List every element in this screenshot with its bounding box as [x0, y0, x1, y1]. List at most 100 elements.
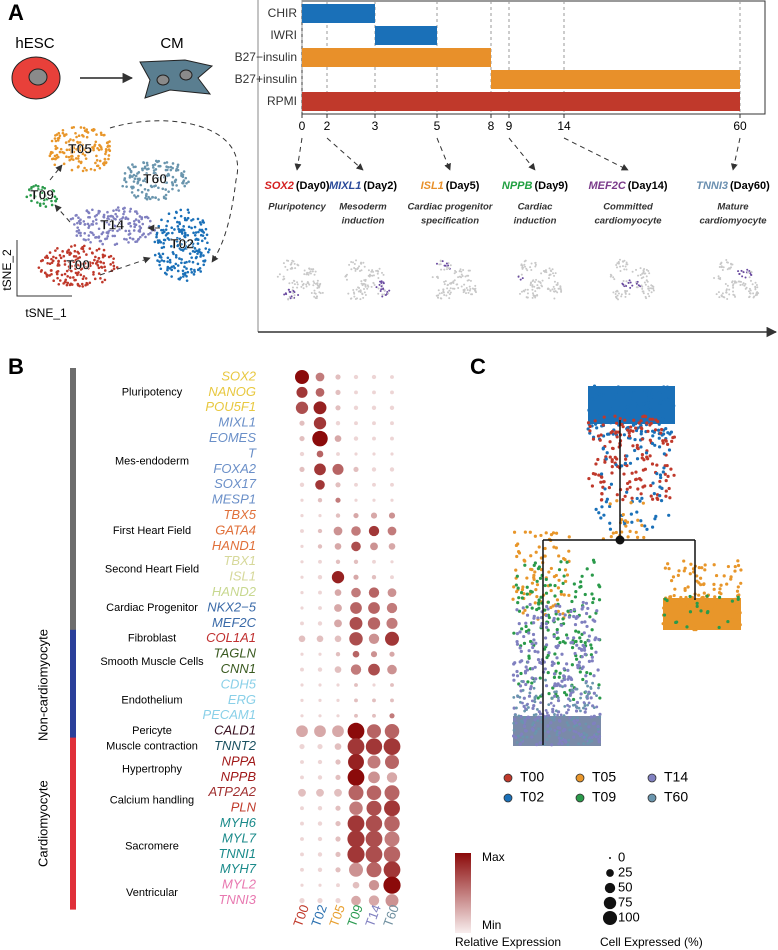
cell-point	[113, 265, 116, 268]
thumbnail-point	[436, 295, 438, 297]
expression-dot	[317, 744, 322, 749]
thumbnail-point	[320, 292, 322, 294]
thumbnail-point	[755, 282, 757, 284]
cell-point	[659, 401, 662, 404]
expression-dot	[369, 634, 379, 644]
cell-point	[161, 259, 164, 262]
cell-point	[125, 181, 128, 184]
cell-point	[178, 257, 181, 260]
cell-point	[534, 561, 537, 564]
cell-point	[534, 677, 537, 680]
cell-point	[547, 570, 550, 573]
cell-point	[518, 551, 521, 554]
cell-point	[694, 623, 697, 626]
cell-point	[589, 643, 592, 646]
cell-point	[553, 575, 556, 578]
thumbnail-point	[361, 269, 363, 271]
gene-label: SOX17	[214, 476, 257, 491]
thumbnail-point	[525, 289, 527, 291]
cell-point	[658, 391, 661, 394]
cell-point	[558, 605, 561, 608]
thumbnail-point	[344, 276, 346, 278]
thumbnail-point	[297, 264, 299, 266]
cell-point	[665, 420, 668, 423]
thumbnail-point	[369, 274, 371, 276]
stage-gene: MIXL1	[329, 180, 361, 192]
cell-point	[650, 410, 653, 413]
cell-point	[677, 569, 680, 572]
expression-dot	[350, 617, 363, 630]
cell-point	[189, 252, 192, 255]
cell-point	[626, 405, 629, 408]
expression-dot	[316, 373, 325, 382]
cell-point	[739, 582, 742, 585]
thumbnail-point	[630, 281, 632, 283]
cell-point	[190, 271, 193, 274]
stage-arrow	[327, 138, 363, 170]
cell-point	[147, 189, 150, 192]
cell-point	[524, 707, 527, 710]
cell-point	[547, 601, 550, 604]
cell-point	[584, 653, 587, 656]
expression-dot	[318, 760, 322, 764]
legend-title: Relative Expression	[455, 935, 561, 949]
thumbnail-point	[448, 267, 450, 269]
thumbnail-point	[365, 294, 367, 296]
thumbnail-point	[352, 289, 354, 291]
thumbnail-point	[739, 273, 741, 275]
cell-point	[557, 637, 560, 640]
cell-point	[548, 735, 551, 738]
cell-point	[55, 140, 58, 143]
cell-point	[182, 269, 185, 272]
thumbnail-point	[361, 293, 363, 295]
expression-dot	[300, 837, 304, 841]
cell-point	[551, 697, 554, 700]
cell-point	[654, 515, 657, 518]
cell-point	[535, 608, 538, 611]
cell-point	[526, 668, 529, 671]
cell-point	[515, 583, 518, 586]
thumbnail-point	[352, 261, 354, 263]
cell-point	[553, 672, 556, 675]
thumbnail-point	[364, 291, 366, 293]
cell-point	[107, 144, 110, 147]
expression-dot	[347, 830, 364, 847]
thumbnail-point	[463, 291, 465, 293]
legend-label: T09	[592, 789, 616, 805]
cluster-label: T05	[68, 141, 92, 157]
cell-point	[202, 254, 205, 257]
cell-point	[597, 683, 600, 686]
cell-point	[532, 704, 535, 707]
cell-point	[602, 423, 605, 426]
thumbnail-point	[472, 287, 474, 289]
cell-point	[726, 620, 729, 623]
cell-point	[649, 454, 652, 457]
expression-dot	[318, 806, 322, 810]
cell-point	[125, 238, 128, 241]
cell-point	[609, 407, 612, 410]
cell-point	[532, 638, 535, 641]
cell-point	[638, 499, 641, 502]
cell-point	[715, 574, 718, 577]
expression-dot	[299, 744, 304, 749]
cell-point	[658, 406, 661, 409]
thumbnail-point	[553, 275, 555, 277]
cell-point	[165, 273, 168, 276]
expression-dot	[385, 832, 400, 847]
cell-point	[129, 210, 132, 213]
cell-point	[517, 587, 520, 590]
stage-title: NPPB(Day9)	[502, 180, 569, 192]
cell-point	[611, 458, 614, 461]
cell-point	[695, 580, 698, 583]
cell-point	[521, 596, 524, 599]
gene-label: ATP2A2	[208, 784, 257, 799]
expression-dot	[390, 406, 394, 410]
cell-point	[562, 729, 565, 732]
cell-point	[129, 225, 132, 228]
process-label: Endothelium	[121, 694, 182, 706]
expression-dot	[336, 683, 339, 686]
cell-point	[105, 162, 108, 165]
cell-point	[636, 406, 639, 409]
cell-point	[531, 646, 534, 649]
cell-point	[152, 166, 155, 169]
